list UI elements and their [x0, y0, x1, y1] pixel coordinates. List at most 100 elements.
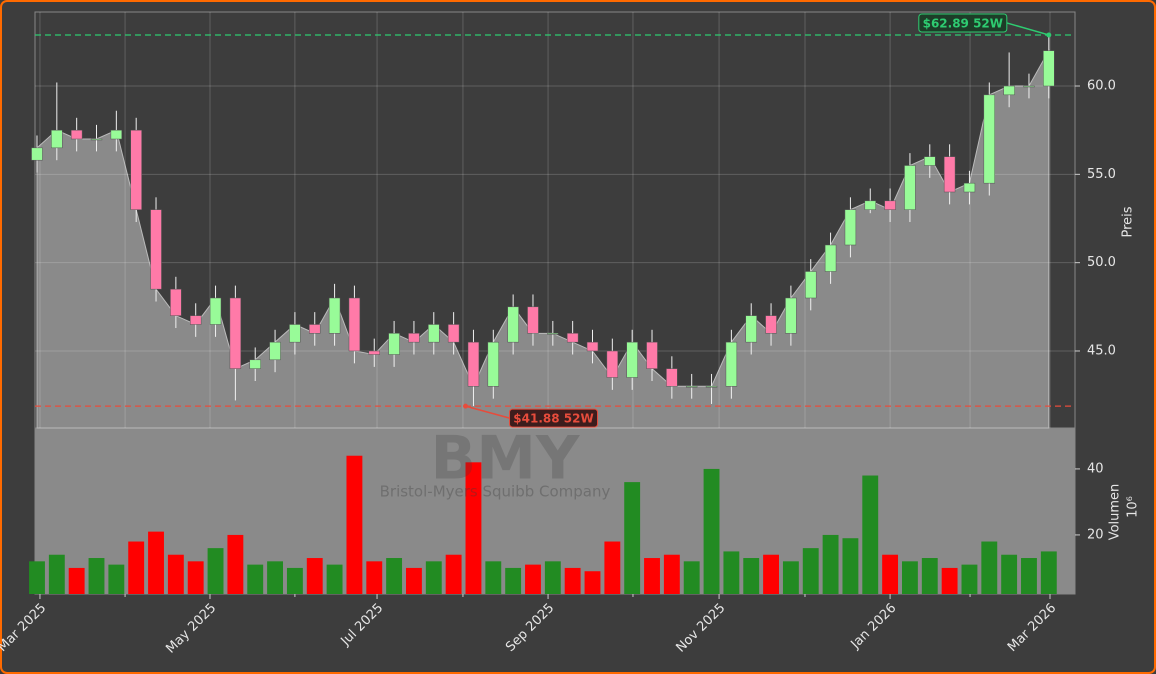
- candle-body: [586, 341, 599, 352]
- candle-body: [547, 333, 559, 335]
- candle-body: [289, 324, 301, 343]
- candle-body: [388, 333, 400, 355]
- volume-bar: [346, 455, 363, 594]
- candle-body: [368, 350, 380, 355]
- candle-body: [963, 182, 976, 193]
- volume-bar: [207, 548, 224, 594]
- volume-bar: [763, 554, 779, 594]
- annotation-arrowhead: [1046, 32, 1052, 38]
- candle-body: [467, 341, 480, 387]
- volume-bar: [227, 534, 244, 594]
- volume-bar: [108, 564, 125, 594]
- volume-bar: [88, 558, 105, 594]
- candle-body: [249, 359, 261, 369]
- volume-bar: [366, 561, 383, 594]
- candle-body: [51, 129, 63, 149]
- candle-body: [170, 288, 182, 316]
- volume-bar: [425, 561, 442, 594]
- volume-bar: [961, 564, 978, 594]
- candle-body: [229, 297, 242, 369]
- volume-bar: [624, 482, 641, 594]
- candle-body: [408, 333, 420, 343]
- volume-bar: [644, 558, 660, 594]
- volume-bar: [465, 462, 482, 594]
- volume-bar: [782, 561, 799, 594]
- candle-body: [606, 350, 619, 378]
- candle-body: [1043, 50, 1055, 87]
- volume-bar: [1021, 558, 1037, 594]
- candle-body: [428, 324, 440, 343]
- candle-body: [90, 138, 103, 141]
- volume-bar: [29, 561, 45, 594]
- volume-bar: [286, 567, 303, 594]
- volume-bar: [326, 564, 343, 594]
- volume-bar: [604, 541, 621, 594]
- volume-bar: [723, 551, 740, 594]
- y2-offset-label: 10⁶: [1126, 496, 1141, 518]
- volume-bar: [743, 558, 760, 594]
- volume-bar: [544, 561, 561, 594]
- candle-body: [725, 341, 738, 387]
- volume-bar: [1040, 551, 1057, 594]
- candle-body: [507, 306, 519, 343]
- candle-body: [983, 94, 995, 184]
- volume-bar: [485, 561, 502, 594]
- candle-body: [745, 315, 757, 343]
- volume-bar: [882, 554, 899, 594]
- volume-bar: [921, 558, 938, 594]
- annotation-label: $41.88 52W: [513, 412, 593, 426]
- annotation-label: $62.89 52W: [923, 16, 1003, 30]
- volume-bar: [187, 561, 204, 594]
- candle-body: [884, 200, 896, 210]
- candle-body: [447, 324, 460, 343]
- volume-bar: [167, 554, 184, 594]
- candle-body: [705, 386, 718, 388]
- volume-bar: [128, 541, 145, 594]
- volume-bar: [48, 554, 65, 594]
- candle-body: [685, 386, 698, 388]
- watermark: BMY: [431, 424, 581, 494]
- volume-bar: [148, 531, 164, 594]
- candle-body: [824, 244, 837, 272]
- annotation-box: [509, 408, 599, 428]
- volume-bar: [247, 564, 264, 594]
- candle-body: [110, 129, 123, 140]
- volume-bar: [505, 567, 522, 594]
- candle-body: [1023, 85, 1035, 88]
- candle-body: [527, 306, 539, 334]
- volume-bar: [267, 561, 283, 594]
- candle-body: [785, 297, 797, 334]
- volume-bar: [406, 567, 422, 594]
- candle-body: [31, 147, 43, 161]
- candle-body: [904, 165, 916, 210]
- watermark-subtitle: Bristol-Myers Squibb Company: [380, 483, 611, 501]
- candle-body: [626, 341, 638, 378]
- candle-body: [566, 333, 579, 343]
- volume-bar: [822, 534, 839, 594]
- volume-bar: [842, 538, 859, 594]
- volume-bar: [901, 561, 918, 594]
- volume-bar: [663, 554, 680, 594]
- candle-body: [1003, 85, 1015, 96]
- candle-body: [487, 341, 500, 387]
- volume-bar: [525, 564, 541, 594]
- annotation-arrow: [1006, 22, 1050, 36]
- candle-body: [943, 156, 956, 193]
- candle-body: [765, 315, 777, 334]
- y2-tick-label: 20: [1087, 527, 1104, 542]
- y-tick-label: 55.0: [1087, 167, 1116, 182]
- candle-body: [189, 315, 202, 325]
- volume-bar: [564, 567, 581, 594]
- volume-bar: [1001, 554, 1018, 594]
- candle-body: [70, 129, 83, 140]
- volume-bar: [981, 541, 998, 594]
- y-axis-label: Preis: [1121, 206, 1136, 237]
- y-tick-label: 60.0: [1087, 79, 1116, 94]
- candle-body: [269, 341, 281, 361]
- candle-body: [130, 129, 142, 210]
- candle-body: [844, 209, 857, 246]
- volume-bar: [306, 558, 323, 594]
- volume-bar: [683, 561, 700, 594]
- candle-body: [209, 297, 222, 325]
